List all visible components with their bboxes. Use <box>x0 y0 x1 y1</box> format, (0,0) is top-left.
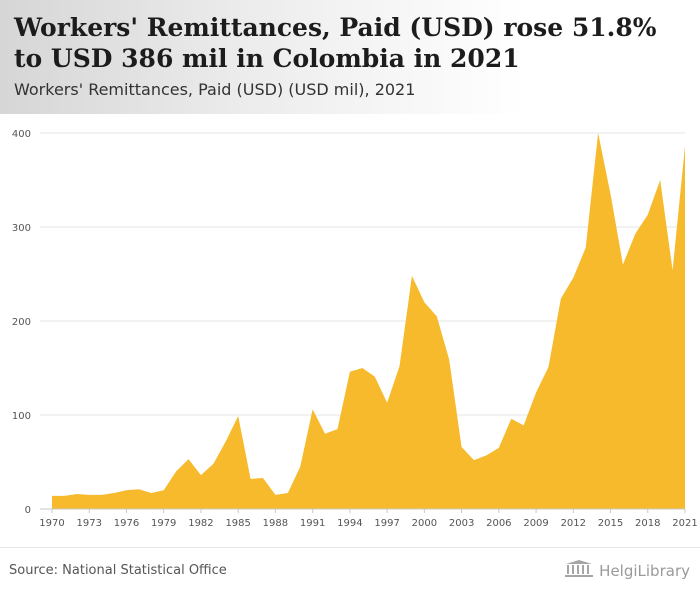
source-note: Source: National Statistical Office <box>9 563 227 578</box>
y-tick-label: 100 <box>12 411 31 422</box>
area-series <box>52 133 685 509</box>
x-tick-label: 2021 <box>672 518 697 529</box>
chart-subtitle: Workers' Remittances, Paid (USD) (USD mi… <box>14 80 416 99</box>
x-tick-label: 1985 <box>225 518 250 529</box>
x-tick-label: 1976 <box>114 518 139 529</box>
x-tick-label: 1982 <box>188 518 213 529</box>
x-tick-label: 2003 <box>449 518 474 529</box>
area-series-path <box>52 133 685 509</box>
brand-logo[interactable]: HelgiLibrary <box>564 560 690 582</box>
area-chart: 0 100 200 300 400 1970 1973 1976 1979 1982 1985 198… <box>12 129 698 529</box>
x-tick-label: 1997 <box>374 518 399 529</box>
chart-title: Workers' Remittances, Paid (USD) rose 51… <box>14 13 657 73</box>
x-tick-label: 2000 <box>412 518 437 529</box>
x-tick-label: 2006 <box>486 518 511 529</box>
footer-divider <box>0 547 700 548</box>
x-tick-label: 1979 <box>151 518 176 529</box>
x-tick-label: 1970 <box>39 518 64 529</box>
library-building-icon <box>564 560 594 582</box>
y-tick-label: 0 <box>25 505 31 516</box>
x-tick-label: 1973 <box>77 518 102 529</box>
x-tick-label: 2018 <box>635 518 660 529</box>
header-banner: Workers' Remittances, Paid (USD) rose 51… <box>0 0 700 114</box>
x-tick-label: 1991 <box>300 518 325 529</box>
x-tick-label: 2012 <box>561 518 586 529</box>
x-tick-label: 2009 <box>523 518 548 529</box>
brand-name: HelgiLibrary <box>599 562 690 580</box>
y-tick-label: 400 <box>12 129 31 140</box>
x-tick-label: 1988 <box>263 518 288 529</box>
y-tick-label: 300 <box>12 223 31 234</box>
x-tick-label: 2015 <box>598 518 623 529</box>
axes: 0 100 200 300 400 1970 1973 1976 1979 1982 1985 198… <box>12 129 698 529</box>
y-tick-label: 200 <box>12 317 31 328</box>
x-tick-label: 1994 <box>337 518 362 529</box>
